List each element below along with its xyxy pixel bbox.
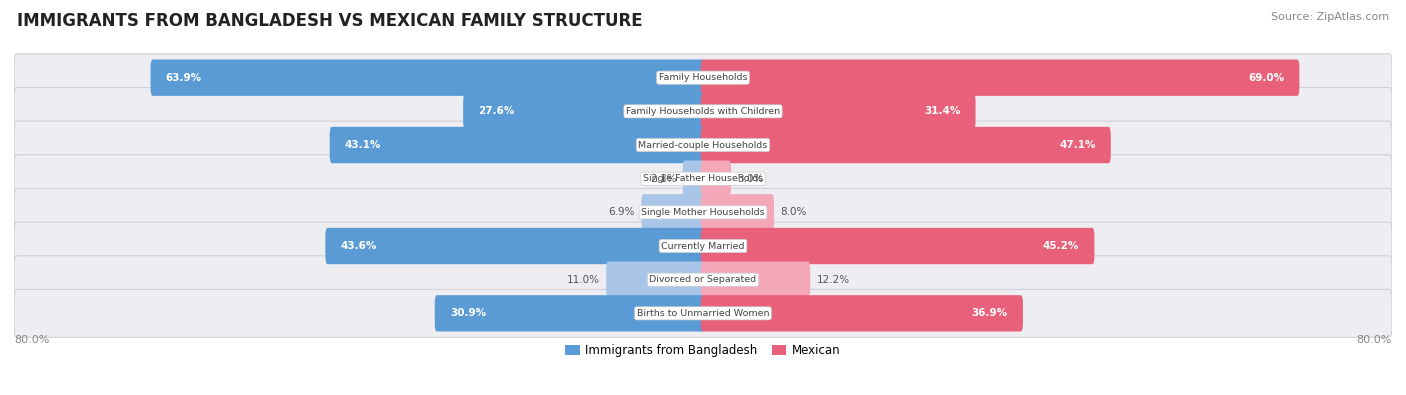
FancyBboxPatch shape <box>14 222 1392 270</box>
Text: 47.1%: 47.1% <box>1059 140 1095 150</box>
FancyBboxPatch shape <box>150 60 706 96</box>
Text: 2.1%: 2.1% <box>650 174 676 184</box>
FancyBboxPatch shape <box>463 93 706 130</box>
Text: Single Father Households: Single Father Households <box>643 174 763 183</box>
FancyBboxPatch shape <box>641 194 706 231</box>
Legend: Immigrants from Bangladesh, Mexican: Immigrants from Bangladesh, Mexican <box>561 339 845 361</box>
Text: 3.0%: 3.0% <box>738 174 763 184</box>
FancyBboxPatch shape <box>14 155 1392 203</box>
FancyBboxPatch shape <box>14 87 1392 135</box>
Text: 43.6%: 43.6% <box>340 241 377 251</box>
Text: 69.0%: 69.0% <box>1249 73 1284 83</box>
FancyBboxPatch shape <box>683 160 706 197</box>
Text: 31.4%: 31.4% <box>924 106 960 117</box>
Text: Family Households with Children: Family Households with Children <box>626 107 780 116</box>
Text: 80.0%: 80.0% <box>14 335 49 344</box>
FancyBboxPatch shape <box>606 261 706 298</box>
Text: 12.2%: 12.2% <box>817 275 849 285</box>
Text: 30.9%: 30.9% <box>450 308 486 318</box>
FancyBboxPatch shape <box>700 127 1111 163</box>
FancyBboxPatch shape <box>700 261 810 298</box>
FancyBboxPatch shape <box>700 194 775 231</box>
FancyBboxPatch shape <box>14 290 1392 337</box>
Text: 27.6%: 27.6% <box>478 106 515 117</box>
Text: Source: ZipAtlas.com: Source: ZipAtlas.com <box>1271 12 1389 22</box>
Text: 36.9%: 36.9% <box>972 308 1008 318</box>
FancyBboxPatch shape <box>700 93 976 130</box>
FancyBboxPatch shape <box>325 228 706 264</box>
Text: 8.0%: 8.0% <box>780 207 807 217</box>
Text: 11.0%: 11.0% <box>567 275 599 285</box>
Text: Single Mother Households: Single Mother Households <box>641 208 765 217</box>
FancyBboxPatch shape <box>329 127 706 163</box>
Text: 6.9%: 6.9% <box>609 207 636 217</box>
FancyBboxPatch shape <box>700 228 1094 264</box>
FancyBboxPatch shape <box>14 121 1392 169</box>
FancyBboxPatch shape <box>14 188 1392 236</box>
Text: Births to Unmarried Women: Births to Unmarried Women <box>637 309 769 318</box>
Text: 43.1%: 43.1% <box>344 140 381 150</box>
FancyBboxPatch shape <box>700 60 1299 96</box>
Text: Currently Married: Currently Married <box>661 241 745 250</box>
FancyBboxPatch shape <box>14 54 1392 102</box>
Text: 63.9%: 63.9% <box>166 73 201 83</box>
Text: IMMIGRANTS FROM BANGLADESH VS MEXICAN FAMILY STRUCTURE: IMMIGRANTS FROM BANGLADESH VS MEXICAN FA… <box>17 12 643 30</box>
Text: Married-couple Households: Married-couple Households <box>638 141 768 150</box>
FancyBboxPatch shape <box>434 295 706 331</box>
FancyBboxPatch shape <box>14 256 1392 304</box>
FancyBboxPatch shape <box>700 160 731 197</box>
FancyBboxPatch shape <box>700 295 1024 331</box>
Text: Divorced or Separated: Divorced or Separated <box>650 275 756 284</box>
Text: 45.2%: 45.2% <box>1043 241 1080 251</box>
Text: Family Households: Family Households <box>659 73 747 82</box>
Text: 80.0%: 80.0% <box>1357 335 1392 344</box>
